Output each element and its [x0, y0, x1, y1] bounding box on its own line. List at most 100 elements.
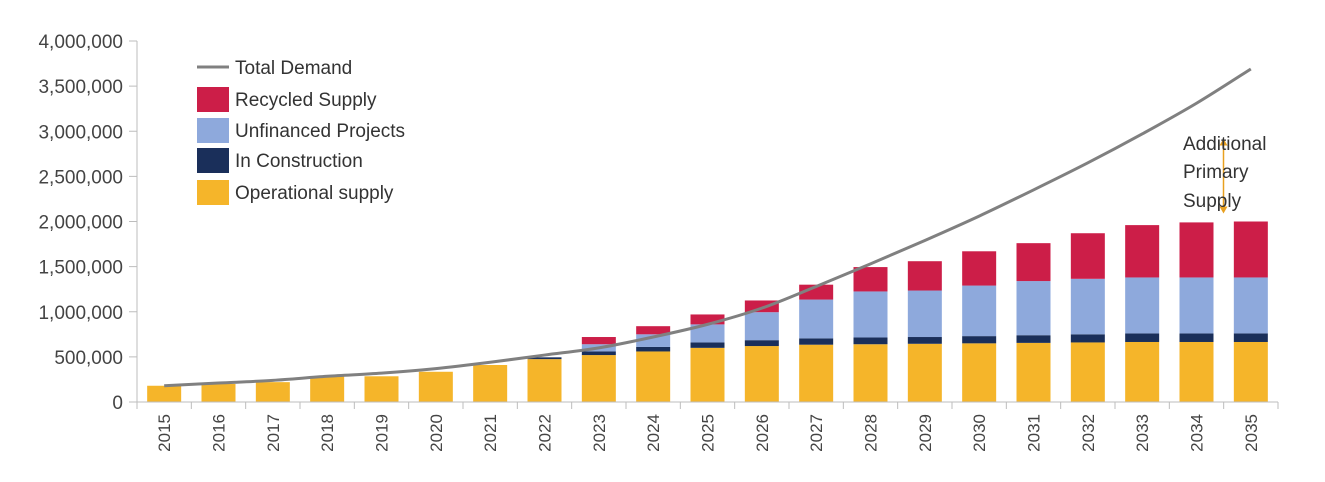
y-tick-label: 4,000,000: [38, 32, 123, 53]
bar-in-construction-2035: [1233, 333, 1268, 342]
bar-in-construction-2030: [962, 336, 997, 344]
bar-recycled-supply-2032: [1070, 233, 1105, 279]
bar-unfinanced-projects-2026: [744, 312, 779, 341]
line-total-demand: [164, 67, 1252, 388]
bar-unfinanced-projects-2031: [1016, 281, 1051, 336]
bar-unfinanced-projects-2032: [1070, 278, 1105, 335]
x-axis: 2015 2016 2017 2018 2019 2020 2021 2022 2023 2024…: [136, 401, 1279, 452]
x-tick-label-2018: 2018: [318, 414, 337, 452]
bar-unfinanced-projects-2035: [1233, 277, 1268, 334]
legend-swatch-in-construction: [197, 148, 229, 173]
bar-operational-supply-2030: [962, 343, 997, 402]
bar-operational-supply-2021: [473, 364, 508, 402]
annotation-arrowhead-bottom: [1219, 206, 1228, 214]
x-tick-label-2034: 2034: [1188, 414, 1207, 452]
bar-operational-supply-2020: [418, 371, 453, 402]
bar-operational-supply-2022: [527, 359, 562, 402]
x-tick-label-2016: 2016: [210, 414, 229, 452]
legend-label-in-construction: In Construction: [235, 151, 363, 172]
bar-operational-supply-2027: [799, 344, 834, 402]
bar-unfinanced-projects-2028: [853, 291, 888, 338]
bar-recycled-supply-2031: [1016, 243, 1051, 282]
bar-operational-supply-2018: [310, 376, 345, 402]
bar-operational-supply-2033: [1125, 341, 1160, 402]
bar-operational-supply-2025: [690, 347, 725, 402]
bar-recycled-supply-2035: [1233, 221, 1268, 278]
annotation: Additional Primary Supply: [1183, 134, 1266, 214]
bar-in-construction-2028: [853, 337, 888, 345]
bar-in-construction-2032: [1070, 334, 1105, 343]
bar-unfinanced-projects-2025: [690, 324, 725, 343]
y-tick-label: 3,000,000: [38, 122, 123, 143]
y-tick-label: 1,500,000: [38, 258, 123, 279]
x-tick-label-2022: 2022: [536, 414, 555, 452]
bar-in-construction-2025: [690, 342, 725, 348]
x-tick-label-2033: 2033: [1133, 414, 1152, 452]
y-axis: 0 500,000 1,000,000 1,500,000 2,000,000 2,500…: [38, 32, 138, 414]
legend-swatch-recycled-supply: [197, 87, 229, 112]
annotation-line-2: Primary: [1183, 162, 1249, 183]
y-tick-label: 0: [112, 393, 123, 414]
bar-unfinanced-projects-2027: [799, 299, 834, 339]
x-tick-label-2020: 2020: [427, 414, 446, 452]
x-tick-label-2032: 2032: [1079, 414, 1098, 452]
bar-operational-supply-2028: [853, 344, 888, 402]
bar-in-construction-2027: [799, 338, 834, 345]
legend-label-recycled-supply: Recycled Supply: [235, 90, 377, 111]
x-tick-label-2031: 2031: [1025, 414, 1044, 452]
bar-operational-supply-2035: [1233, 341, 1268, 402]
demand-line-group: [164, 67, 1252, 388]
bar-operational-supply-2019: [364, 376, 399, 402]
bar-in-construction-2031: [1016, 335, 1051, 343]
annotation-line-3: Supply: [1183, 191, 1242, 212]
bar-in-construction-2022: [527, 357, 562, 360]
bar-in-construction-2026: [744, 340, 779, 347]
bar-operational-supply-2034: [1179, 341, 1214, 402]
bar-operational-supply-2015: [147, 385, 182, 402]
y-tick-label: 500,000: [54, 348, 123, 369]
bar-operational-supply-2029: [907, 343, 942, 402]
y-tick-label: 2,500,000: [38, 167, 123, 188]
legend-label-total-demand: Total Demand: [235, 58, 352, 79]
bar-in-construction-2023: [581, 351, 616, 356]
bar-in-construction-2029: [907, 337, 942, 344]
legend: Total Demand Recycled Supply Unfinanced …: [197, 58, 405, 205]
x-tick-label-2017: 2017: [264, 414, 283, 452]
bar-unfinanced-projects-2029: [907, 290, 942, 338]
legend-label-operational-supply: Operational supply: [235, 183, 394, 204]
bar-recycled-supply-2029: [907, 261, 942, 291]
bar-unfinanced-projects-2034: [1179, 277, 1214, 334]
bar-recycled-supply-2026: [744, 300, 779, 313]
y-tick-label: 2,000,000: [38, 213, 123, 234]
bar-recycled-supply-2023: [581, 337, 616, 345]
x-tick-label-2023: 2023: [590, 414, 609, 452]
bar-recycled-supply-2025: [690, 314, 725, 325]
x-tick-label-2025: 2025: [699, 414, 718, 452]
x-tick-label-2021: 2021: [481, 414, 500, 452]
bar-operational-supply-2024: [636, 351, 671, 402]
legend-swatch-unfinanced-projects: [197, 118, 229, 143]
bar-in-construction-2024: [636, 346, 671, 352]
x-tick-label-2027: 2027: [807, 414, 826, 452]
bar-in-construction-2034: [1179, 333, 1214, 342]
y-tick-label: 3,500,000: [38, 77, 123, 98]
bar-operational-supply-2023: [581, 355, 616, 402]
x-tick-label-2028: 2028: [862, 414, 881, 452]
legend-swatch-operational-supply: [197, 180, 229, 205]
bar-operational-supply-2031: [1016, 342, 1051, 402]
bar-unfinanced-projects-2033: [1125, 277, 1160, 334]
bar-recycled-supply-2033: [1125, 225, 1160, 278]
x-tick-label-2015: 2015: [155, 414, 174, 452]
bar-recycled-supply-2034: [1179, 222, 1214, 278]
bar-operational-supply-2017: [255, 382, 290, 402]
bar-in-construction-2033: [1125, 333, 1160, 342]
bars: [147, 221, 1268, 402]
x-tick-label-2029: 2029: [916, 414, 935, 452]
bar-recycled-supply-2028: [853, 267, 888, 292]
bar-operational-supply-2016: [201, 383, 236, 402]
bar-unfinanced-projects-2030: [962, 285, 997, 337]
bar-recycled-supply-2030: [962, 251, 997, 286]
x-tick-label-2035: 2035: [1242, 414, 1261, 452]
annotation-line-1: Additional: [1183, 134, 1266, 155]
x-tick-label-2019: 2019: [373, 414, 392, 452]
